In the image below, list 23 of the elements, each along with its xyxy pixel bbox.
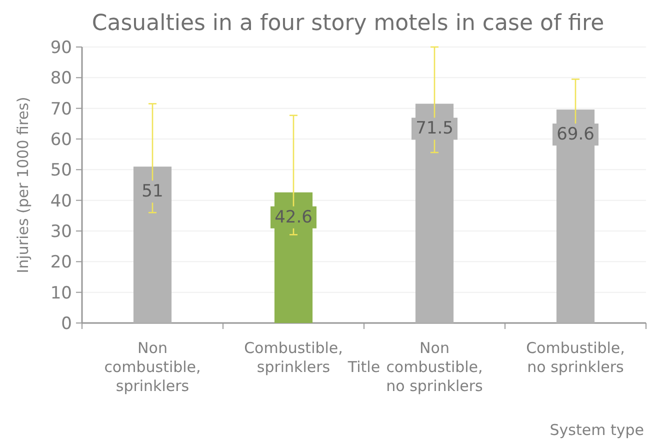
data-label: 69.6: [556, 124, 594, 145]
chart-title: Casualties in a four story motels in case of fire: [92, 11, 604, 36]
x-tick-label: Non combustible, no sprinklers: [386, 339, 484, 395]
y-tick-label: 50: [50, 160, 72, 181]
x-tick-label: Combustible, sprinklers: [244, 339, 343, 376]
y-axis-title: Injuries (per 1000 fires): [14, 96, 32, 274]
x-tick-label: Combustible, no sprinklers: [526, 339, 625, 376]
y-tick-label: 30: [50, 222, 72, 242]
y-tick-label: 80: [50, 68, 72, 89]
data-label: 42.6: [274, 207, 312, 228]
y-tick-label: 70: [50, 99, 72, 120]
x-tick-label: Non combustible, sprinklers: [104, 339, 201, 395]
y-tick-label: 40: [50, 191, 72, 212]
y-tick-label: 20: [50, 252, 72, 273]
text: Title: [346, 358, 380, 376]
y-tick-label: 0: [61, 314, 72, 334]
bar: [133, 166, 172, 323]
x-axis-title: System type: [550, 421, 644, 439]
y-tick-label: 10: [50, 283, 72, 304]
y-tick-label: 60: [50, 130, 72, 150]
data-label: 51: [142, 182, 164, 202]
data-label: 71.5: [416, 118, 454, 139]
y-tick-label: 90: [50, 38, 72, 58]
